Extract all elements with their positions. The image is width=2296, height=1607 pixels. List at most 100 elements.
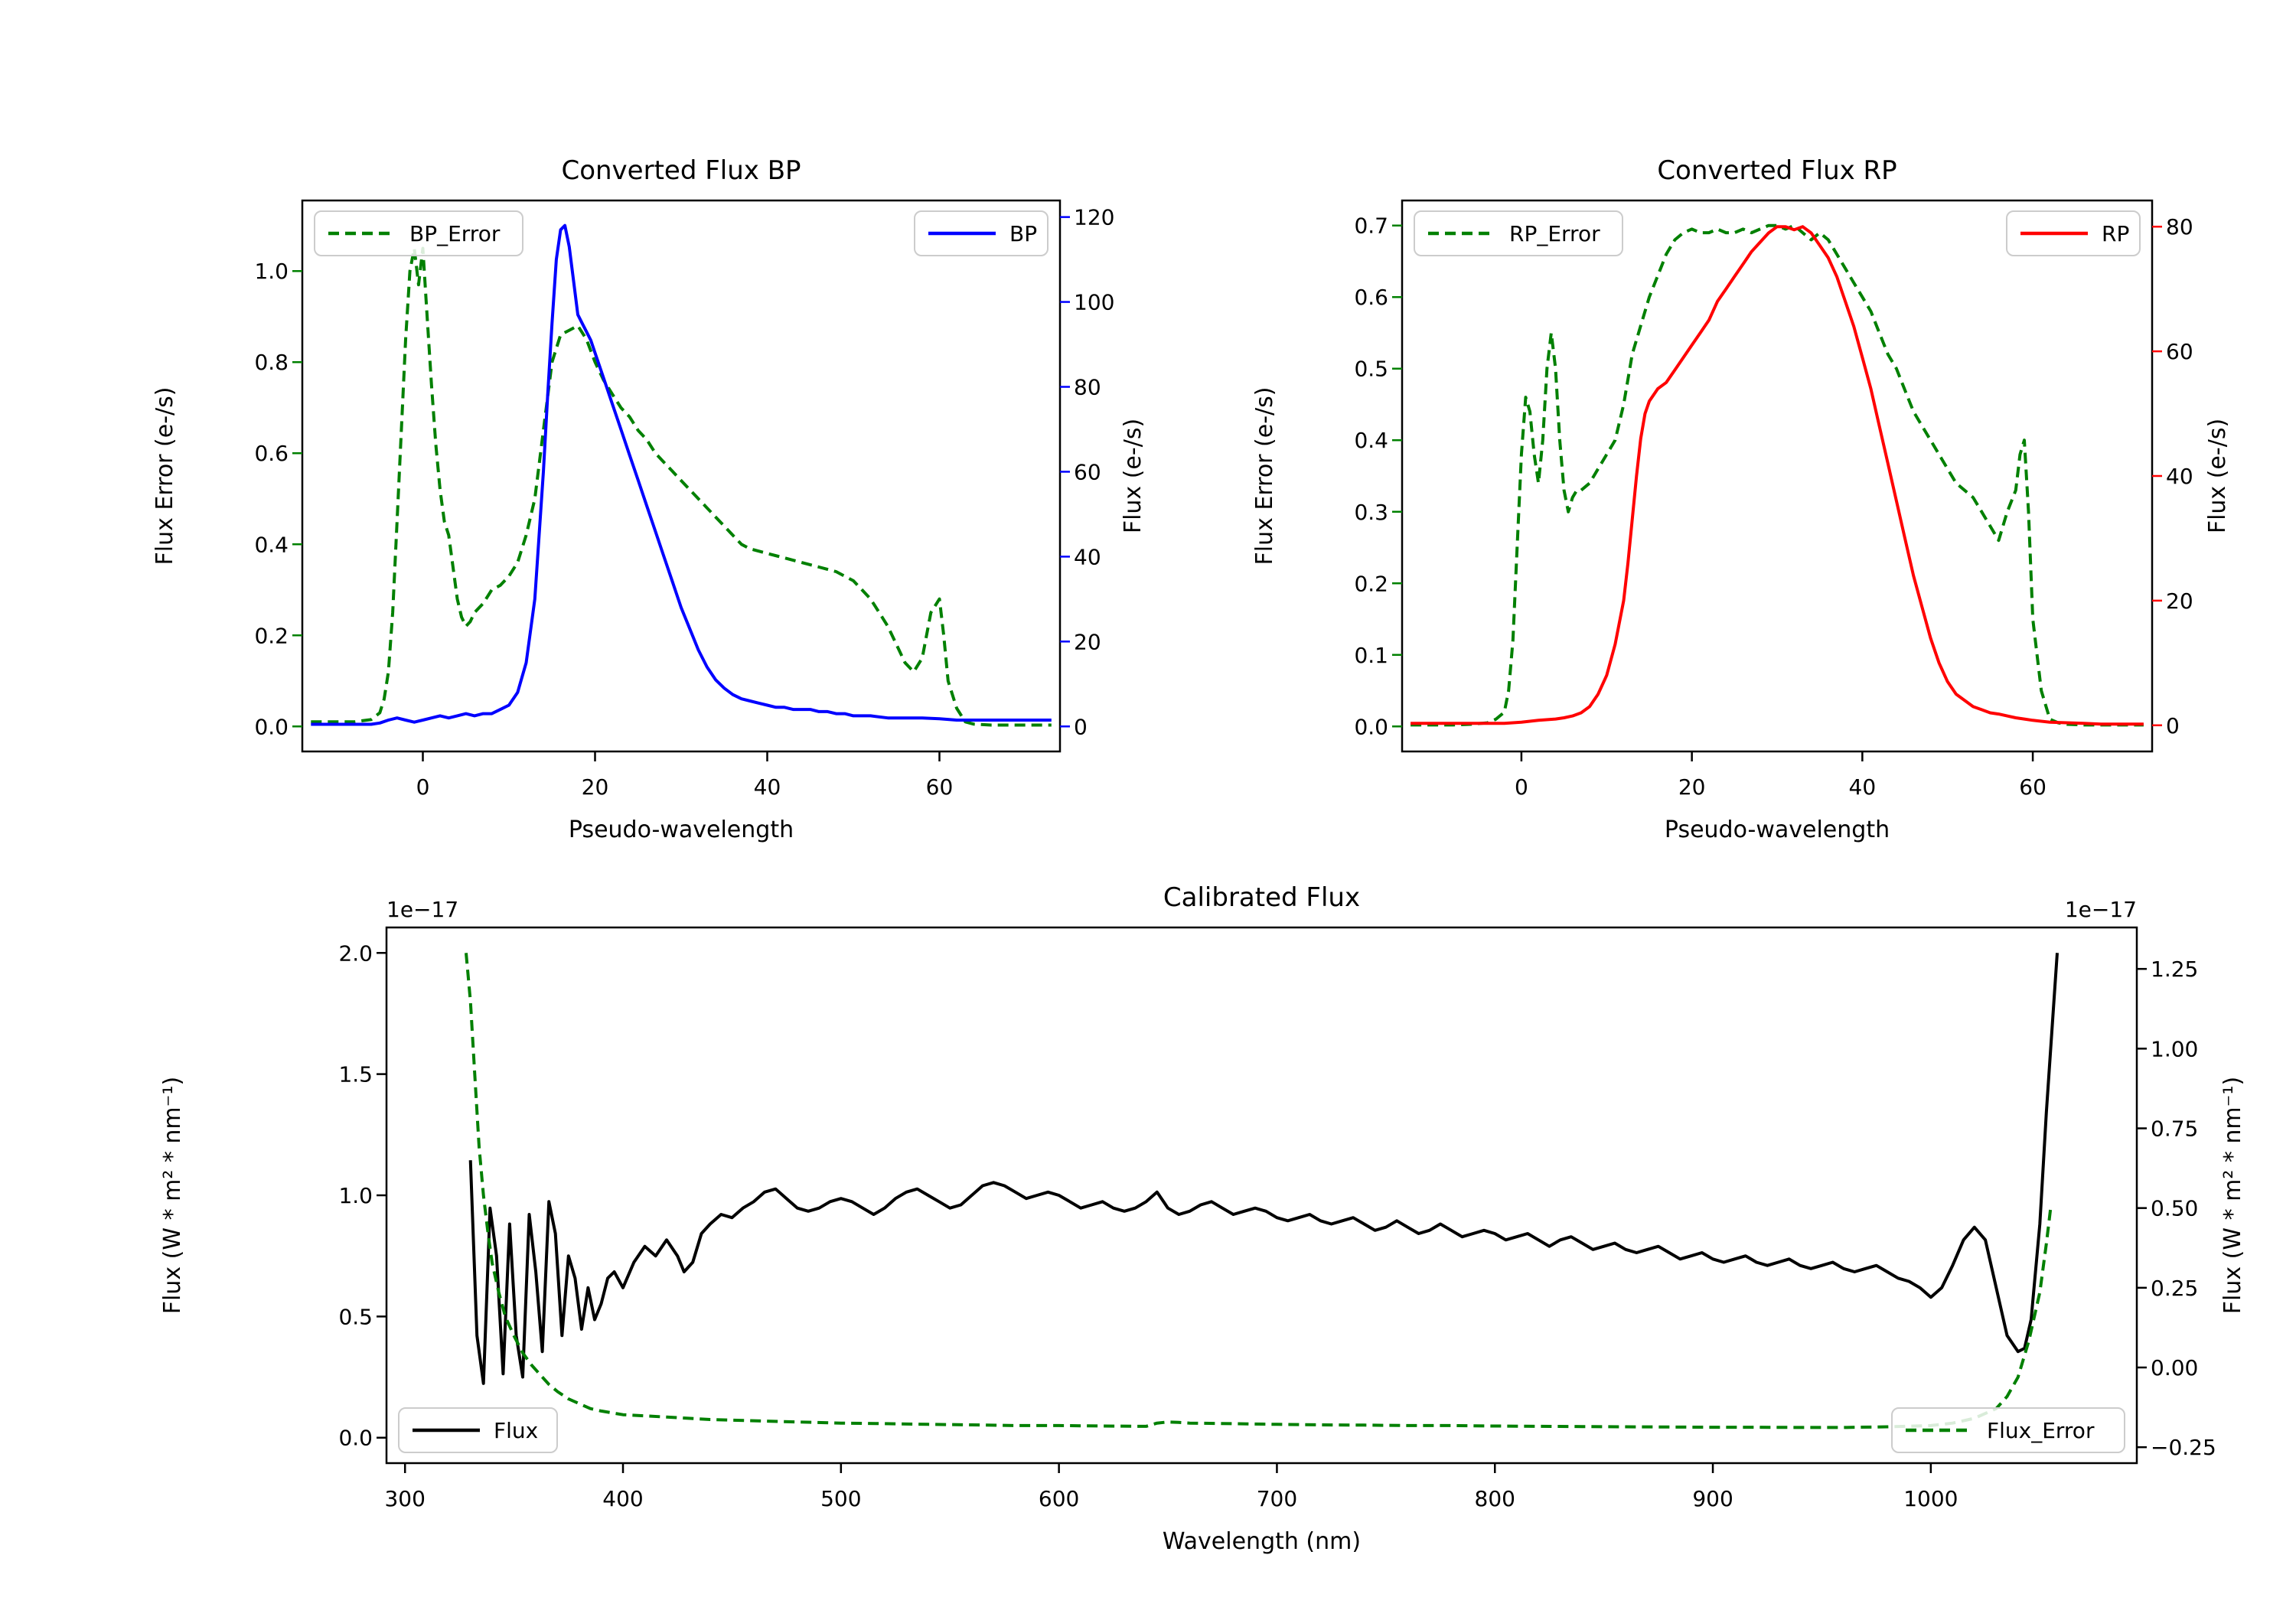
legend-label: Flux [494, 1418, 538, 1443]
x-tick-label: 400 [602, 1486, 643, 1511]
y-tick-label-right: −0.25 [2151, 1435, 2216, 1460]
rp-legend-rp: RP [2006, 210, 2141, 256]
x-tick-label: 60 [2019, 774, 2047, 800]
y-tick-label-right: 0.25 [2151, 1276, 2198, 1301]
bp-error-line [311, 246, 1052, 727]
x-tick-label: 60 [926, 774, 954, 800]
flux-error-line [465, 953, 2053, 1429]
legend-label: BP_Error [409, 221, 501, 246]
y-tick-label-left: 0.5 [338, 1304, 373, 1329]
calibrated-subplot: 300 400 500 600 700 800 900 1000 0.0 0.5 1.0 1.5 2.0… [159, 882, 2246, 1555]
rp-ylabel-right: Flux (e-/s) [2204, 419, 2231, 533]
calibrated-xlabel: Wavelength (nm) [1163, 1528, 1361, 1555]
y-tick-label-left: 0.0 [1354, 714, 1388, 739]
x-tick-label: 0 [1515, 774, 1528, 800]
x-tick-label: 40 [1849, 774, 1877, 800]
rp-legend-rp-error: RP_Error [1414, 210, 1623, 256]
bp-legend-bp-error: BP_Error [314, 210, 523, 256]
legend-label: Flux_Error [1987, 1418, 2095, 1443]
x-tick-label: 900 [1692, 1486, 1733, 1511]
x-tick-label: 700 [1257, 1486, 1297, 1511]
y-tick-label-left: 1.5 [338, 1062, 373, 1087]
y-tick-label-right: 80 [1074, 375, 1101, 400]
y-tick-label-left: 0.5 [1354, 357, 1388, 382]
bp-left-axis: 0.0 0.2 0.4 0.6 0.8 1.0 [254, 259, 302, 739]
y-tick-label-right: 1.25 [2151, 957, 2198, 982]
y-tick-label-right: 0.00 [2151, 1355, 2198, 1380]
y-tick-label-right: 0.50 [2151, 1196, 2198, 1221]
rp-ylabel-left: Flux Error (e-/s) [1251, 387, 1278, 566]
legend-label: RP [2102, 221, 2129, 246]
rp-left-axis: 0.0 0.1 0.2 0.3 0.4 0.5 0.6 0.7 [1354, 214, 1402, 739]
y-tick-label-right: 20 [2166, 588, 2193, 614]
x-tick-label: 500 [820, 1486, 861, 1511]
x-tick-label: 1000 [1903, 1486, 1958, 1511]
y-tick-label-left: 0.6 [254, 441, 289, 466]
y-tick-label-left: 0.7 [1354, 214, 1388, 239]
y-tick-label-left: 0.4 [1354, 428, 1388, 453]
y-tick-label-right: 60 [1074, 459, 1101, 484]
flux-line [468, 953, 2059, 1385]
legend-label: BP [1009, 221, 1037, 246]
rp-error-line [1411, 223, 2144, 727]
rp-title: Converted Flux RP [1657, 155, 1896, 186]
calibrated-ylabel-left: Flux (W * m² * nm⁻¹) [159, 1077, 186, 1314]
y-tick-label-right: 40 [1074, 544, 1101, 569]
y-tick-label-left: 0.2 [1354, 571, 1388, 596]
y-tick-label-right: 100 [1074, 290, 1114, 315]
calibrated-title: Calibrated Flux [1163, 882, 1360, 913]
y-tick-label-left: 0.6 [1354, 285, 1388, 310]
x-tick-label: 40 [754, 774, 781, 800]
calibrated-legend-flux: Flux [398, 1407, 558, 1453]
rp-line [1411, 225, 2144, 726]
y-tick-label-left: 2.0 [338, 940, 373, 966]
x-tick-label: 800 [1475, 1486, 1515, 1511]
y-tick-label-left: 0.8 [254, 350, 289, 375]
y-tick-label-right: 120 [1074, 205, 1114, 230]
bp-subplot: 0 20 40 60 0.0 0.2 0.4 0.6 0.8 1.0 0 20 40 60 80 100 120… [152, 155, 1146, 843]
calibrated-offset-right: 1e−17 [2065, 897, 2137, 922]
calibrated-offset-left: 1e−17 [386, 897, 458, 922]
x-tick-label: 300 [384, 1486, 425, 1511]
y-tick-label-left: 0.0 [338, 1426, 373, 1451]
y-tick-label-left: 0.1 [1354, 643, 1388, 668]
legend-box [314, 210, 523, 256]
y-tick-label-right: 80 [2166, 214, 2193, 240]
y-tick-label-left: 0.0 [254, 714, 289, 739]
x-tick-label: 600 [1039, 1486, 1079, 1511]
rp-subplot: 0 20 40 60 0.0 0.1 0.2 0.3 0.4 0.5 0.6 0.7 0 20 40 60 80… [1251, 155, 2231, 843]
legend-box [1414, 210, 1623, 256]
bp-spines [301, 199, 1062, 753]
calibrated-ylabel-right: Flux (W * m² * nm⁻¹) [2219, 1077, 2246, 1314]
bp-legend-bp: BP [914, 210, 1049, 256]
bp-ylabel-right: Flux (e-/s) [1120, 419, 1146, 533]
y-tick-label-right: 40 [2166, 464, 2193, 489]
calibrated-right-axis: −0.25 0.00 0.25 0.50 0.75 1.00 1.25 [2137, 957, 2216, 1460]
y-tick-label-left: 0.2 [254, 623, 289, 648]
rp-right-axis: 0 20 40 60 80 [2152, 214, 2193, 738]
rp-x-axis: 0 20 40 60 [1515, 751, 2047, 800]
calibrated-left-axis: 0.0 0.5 1.0 1.5 2.0 [338, 940, 386, 1451]
y-tick-label-right: 0.75 [2151, 1116, 2198, 1142]
legend-label: RP_Error [1509, 221, 1600, 246]
calibrated-legend-flux-error: Flux_Error [1891, 1407, 2125, 1453]
y-tick-label-left: 1.0 [338, 1183, 373, 1208]
y-tick-label-left: 1.0 [254, 259, 289, 284]
y-tick-label-right: 60 [2166, 339, 2193, 364]
calibrated-spines [385, 926, 2138, 1465]
x-tick-label: 0 [416, 774, 430, 800]
y-tick-label-left: 0.3 [1354, 500, 1388, 525]
bp-xlabel: Pseudo-wavelength [569, 817, 794, 843]
bp-ylabel-left: Flux Error (e-/s) [152, 387, 178, 566]
bp-x-axis: 0 20 40 60 [416, 751, 954, 800]
bp-right-axis: 0 20 40 60 80 100 120 [1060, 205, 1114, 739]
rp-spines [1401, 199, 2154, 753]
x-tick-label: 20 [582, 774, 609, 800]
y-tick-label-left: 0.4 [254, 532, 289, 557]
y-tick-label-right: 0 [2166, 713, 2180, 738]
y-tick-label-right: 20 [1074, 629, 1101, 654]
legend-box [1891, 1407, 2125, 1453]
y-tick-label-right: 1.00 [2151, 1036, 2198, 1061]
y-tick-label-right: 0 [1074, 714, 1088, 739]
